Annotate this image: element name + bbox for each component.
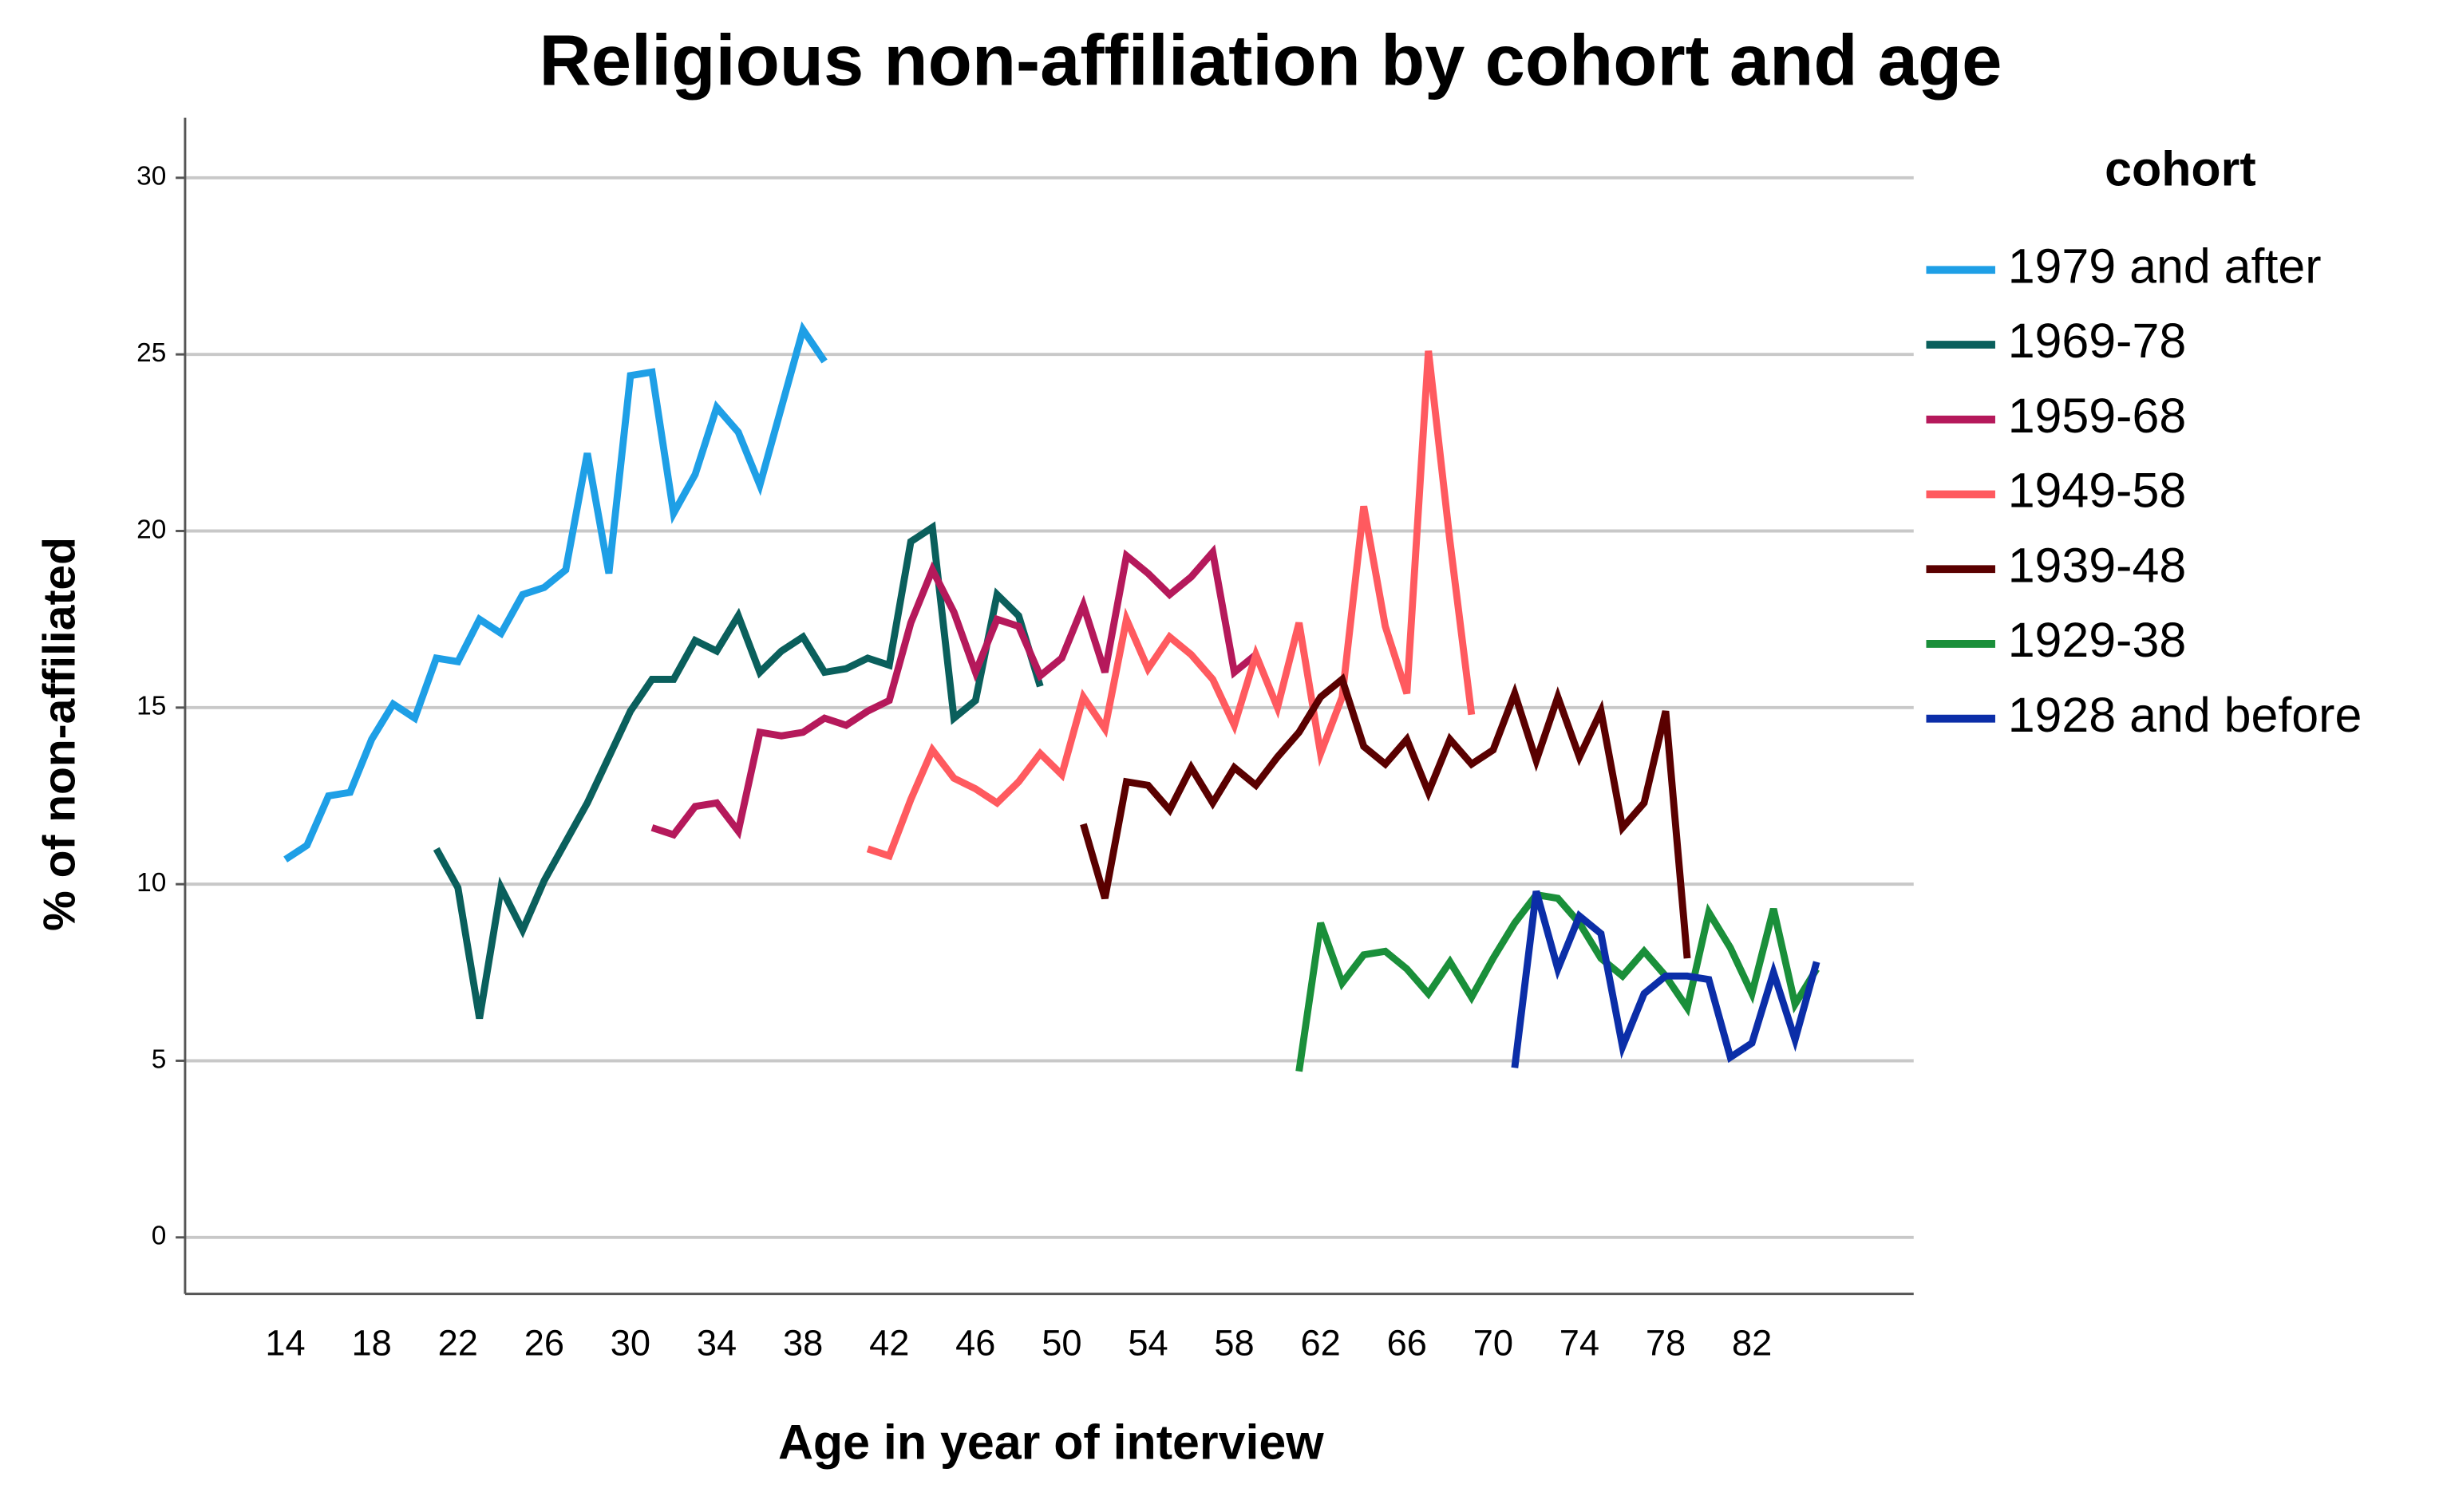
x-tick-label: 38 (783, 1322, 823, 1363)
legend-title: cohort (2105, 141, 2255, 195)
x-tick-label: 26 (524, 1322, 564, 1363)
legend-label: 1959-68 (2008, 389, 2187, 443)
grid: 0 5 10 15 20 25 30 14 18 22 26 30 34 38 42 46 50 54 58 62 66… (136, 162, 1914, 1363)
x-tick-label: 54 (1128, 1322, 1168, 1363)
x-tick-label: 70 (1473, 1322, 1513, 1363)
x-tick-label: 42 (869, 1322, 909, 1363)
y-axis-label: % of non-affiliated (34, 537, 85, 931)
series-line (1511, 890, 1820, 1068)
x-axis-label: Age in year of interview (778, 1415, 1324, 1469)
x-tick-label: 22 (438, 1322, 478, 1363)
x-tick-label: 18 (352, 1322, 392, 1363)
legend: 1979 and after 1969-78 1959-68 1949-58 1939-… (1926, 239, 2362, 742)
legend-label: 1929-38 (2008, 613, 2187, 667)
x-tick-label: 14 (265, 1322, 305, 1363)
x-tick-label: 62 (1301, 1322, 1341, 1363)
x-tick-label: 34 (697, 1322, 737, 1363)
y-tick-label: 25 (136, 338, 166, 368)
legend-label: 1928 and before (2008, 688, 2362, 742)
chart-title: Religious non-affiliation by cohort and … (539, 21, 2002, 101)
y-tick-label: 0 (152, 1222, 167, 1251)
x-tick-label: 78 (1646, 1322, 1686, 1363)
x-tick-label: 58 (1214, 1322, 1254, 1363)
x-tick-label: 66 (1387, 1322, 1427, 1363)
y-tick-label: 5 (152, 1044, 167, 1074)
series-line (1080, 673, 1691, 959)
legend-label: 1979 and after (2008, 239, 2322, 293)
plot (283, 321, 1820, 1072)
series-line (283, 321, 828, 863)
legend-label: 1949-58 (2008, 464, 2187, 518)
legend-label: 1939-48 (2008, 538, 2187, 592)
legend-label: 1969-78 (2008, 314, 2187, 368)
y-tick-label: 30 (136, 162, 166, 191)
x-tick-label: 50 (1042, 1322, 1081, 1363)
series-line (866, 350, 1476, 861)
series-line (650, 544, 1259, 840)
y-tick-label: 20 (136, 515, 166, 544)
x-tick-label: 74 (1560, 1322, 1599, 1363)
x-tick-label: 82 (1732, 1322, 1772, 1363)
series-line (1295, 890, 1820, 1072)
x-tick-label: 46 (955, 1322, 995, 1363)
y-tick-label: 10 (136, 868, 166, 898)
x-tick-label: 30 (611, 1322, 650, 1363)
y-tick-label: 15 (136, 692, 166, 721)
